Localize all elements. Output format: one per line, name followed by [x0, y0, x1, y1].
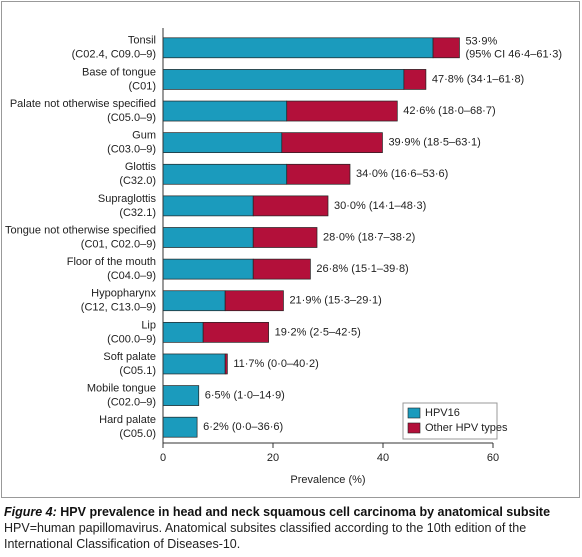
- legend-swatch: [407, 422, 421, 434]
- category-code: (C05.1): [119, 365, 156, 377]
- caption-text: HPV=human papillomavirus. Anatomical sub…: [4, 521, 527, 551]
- bar-segment: [162, 416, 198, 438]
- value-label: 28·0% (18·7–38·2): [323, 231, 415, 243]
- category-code: (C03.0–9): [107, 144, 156, 156]
- x-tick-label: 0: [160, 452, 166, 464]
- bar-segment: [162, 353, 226, 375]
- bar-segment: [224, 353, 228, 375]
- bar-segment: [162, 385, 200, 406]
- value-label: 47·8% (34·1–61·8): [432, 73, 524, 85]
- category-label: Lip: [141, 319, 156, 331]
- bar-segment: [252, 195, 329, 217]
- x-tick-label: 60: [487, 452, 499, 464]
- category-label: Supraglottis: [98, 193, 157, 205]
- value-label: 6·2% (0·0–36·6): [203, 421, 283, 433]
- caption-label: Figure 4:: [4, 505, 57, 519]
- bar-segment: [202, 321, 269, 343]
- category-code: (C02.0–9): [107, 396, 156, 408]
- category-label: Tonsil: [128, 35, 156, 47]
- bar-segment: [162, 227, 254, 248]
- value-label: 19·2% (2·5–42·5): [275, 326, 361, 338]
- category-label: Mobile tongue: [87, 382, 156, 394]
- category-code: (C32.0): [119, 175, 156, 187]
- category-code: (C04.0–9): [107, 270, 156, 282]
- bar-segment: [162, 321, 204, 343]
- value-label: 42·6% (18·0–68·7): [403, 105, 495, 117]
- value-label: 53·9% (95% CI 46·4–61·3): [465, 35, 562, 60]
- category-code: (C01): [128, 80, 156, 92]
- bar-segment: [432, 37, 460, 59]
- bar-segment: [224, 290, 284, 312]
- bar-segment: [252, 258, 311, 280]
- value-label: 11·7% (0·0–40·2): [233, 358, 318, 370]
- category-label: Gum: [132, 130, 156, 142]
- bar-segment: [286, 163, 351, 185]
- category-label: Floor of the mouth: [67, 256, 156, 268]
- bar-segment: [162, 163, 288, 185]
- category-code: (C02.4, C09.0–9): [72, 49, 156, 61]
- category-code: (C32.1): [119, 207, 156, 219]
- bar-segment: [162, 100, 288, 122]
- x-tick-label: 40: [377, 452, 389, 464]
- category-label: Hypopharynx: [91, 288, 156, 300]
- bar-segment: [252, 227, 318, 248]
- bar-segment: [162, 69, 405, 90]
- category-label: Tongue not otherwise specified: [5, 224, 156, 236]
- value-label: 26·8% (15·1–39·8): [316, 263, 408, 275]
- bar-segment: [403, 69, 427, 90]
- x-axis-title: Prevalence (%): [290, 474, 365, 486]
- value-label: 34·0% (16·6–53·6): [356, 168, 448, 180]
- category-code: (C12, C13.0–9): [81, 302, 156, 314]
- category-label: Hard palate: [99, 414, 156, 426]
- bar-segment: [162, 195, 254, 217]
- x-tick-label: 20: [267, 452, 279, 464]
- legend-label: HPV16: [425, 407, 460, 419]
- caption-title: HPV prevalence in head and neck squamous…: [60, 505, 551, 519]
- category-code: (C05.0–9): [107, 112, 156, 124]
- category-label: Palate not otherwise specified: [10, 98, 156, 110]
- chart: Prevalence (%) 0 20 40 60 Tonsil (C02.4, C09.…: [1, 1, 580, 498]
- legend-label: Other HPV types: [425, 422, 508, 434]
- bar-segment: [286, 100, 398, 122]
- caption: Figure 4: HPV prevalence in head and nec…: [4, 504, 578, 552]
- bar-segment: [162, 37, 434, 59]
- category-label: Glottis: [125, 161, 157, 173]
- category-code: (C00.0–9): [107, 333, 156, 345]
- bar-segment: [281, 132, 383, 154]
- legend-swatch: [407, 407, 421, 419]
- bar-segment: [162, 258, 254, 280]
- value-label: 39·9% (18·5–63·1): [388, 137, 480, 149]
- category-code: (C01, C02.0–9): [81, 238, 156, 250]
- category-label: Base of tongue: [82, 66, 156, 78]
- value-label: 6·5% (1·0–14·9): [205, 389, 285, 401]
- frame: [1, 1, 580, 498]
- bar-segment: [162, 132, 283, 154]
- value-label: 21·9% (15·3–29·1): [289, 295, 381, 307]
- category-label: Soft palate: [103, 351, 156, 363]
- value-label: 30·0% (14·1–48·3): [334, 200, 426, 212]
- category-code: (C05.0): [119, 428, 156, 440]
- bar-segment: [162, 290, 226, 312]
